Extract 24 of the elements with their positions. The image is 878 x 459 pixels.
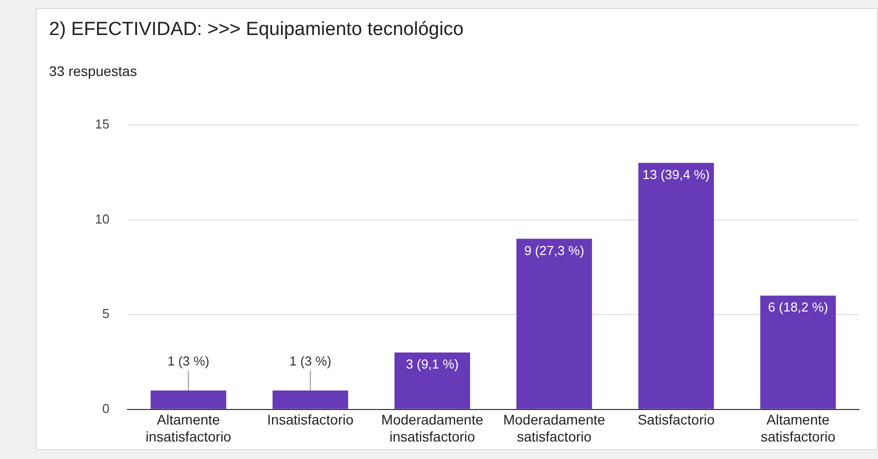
y-tick-label: 0	[102, 400, 110, 416]
x-tick-label: Insatisfactorio	[267, 412, 354, 428]
data-label: 6 (18,2 %)	[768, 300, 828, 315]
x-tick-label: Altamente satisfactorio	[760, 412, 836, 444]
chart-title: 2) EFECTIVIDAD: >>> Equipamiento tecnológico	[49, 19, 464, 41]
data-label: 1 (3 %)	[289, 354, 332, 369]
y-tick-label: 5	[102, 306, 110, 322]
bar	[394, 352, 470, 409]
x-tick-label: Moderadamente satisfactorio	[503, 412, 606, 444]
data-label: 3 (9,1 %)	[406, 356, 459, 372]
bar	[516, 238, 592, 409]
data-label: 9 (27,3 %)	[524, 242, 584, 258]
bar	[150, 390, 226, 409]
chart-subtitle: 33 respuestas	[49, 63, 137, 79]
data-label: 13 (39,4 %)	[642, 167, 710, 182]
x-tick-label: Satisfactorio	[638, 412, 715, 428]
data-label: 1 (3 %)	[167, 354, 210, 369]
bar	[638, 162, 714, 409]
x-tick-label: Altamente insatisfactorio	[146, 412, 232, 444]
y-tick-label: 10	[94, 211, 110, 226]
x-tick-label: Moderadamente insatisfactorio	[381, 412, 484, 444]
y-tick-label: 15	[94, 116, 110, 132]
bar	[272, 390, 348, 409]
bar	[760, 296, 836, 409]
